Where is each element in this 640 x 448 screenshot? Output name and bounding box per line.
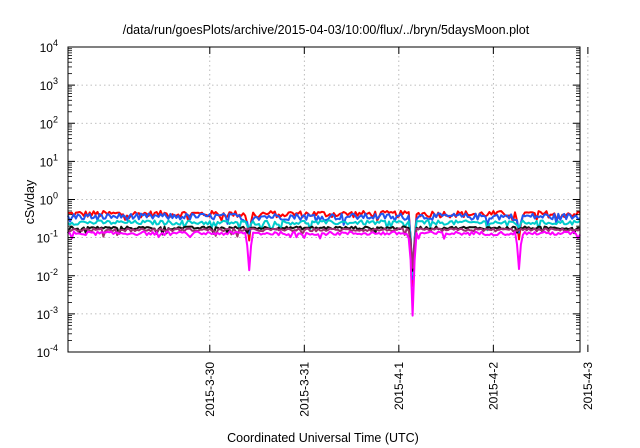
y-tick-exponent: -2 xyxy=(50,267,58,277)
y-tick-base: 10 xyxy=(37,270,51,284)
y-tick-label: 10-3 xyxy=(37,305,58,322)
y-tick-exponent: -3 xyxy=(50,305,58,315)
grid xyxy=(68,47,589,352)
y-tick-exponent: 3 xyxy=(53,76,58,86)
series-layer xyxy=(67,209,581,317)
y-tick-base: 10 xyxy=(40,79,54,93)
y-axis-label: cSv/day xyxy=(23,179,37,224)
series-line xyxy=(67,230,581,317)
y-tick-exponent: 4 xyxy=(53,38,58,48)
y-tick-label: 10-2 xyxy=(37,267,58,284)
ticks xyxy=(68,46,589,353)
y-tick-base: 10 xyxy=(40,155,54,169)
y-tick-label: 101 xyxy=(40,152,58,169)
x-tick-labels: 2015-3-30 2015-3-31 2015-4-1 2015-4-2 2015-4… xyxy=(203,362,595,417)
y-tick-exponent: 2 xyxy=(53,114,58,124)
y-tick-base: 10 xyxy=(40,117,54,131)
x-tick-label: 2015-3-30 xyxy=(203,362,217,417)
x-axis-label: Coordinated Universal Time (UTC) xyxy=(227,431,419,445)
y-tick-base: 10 xyxy=(37,232,51,246)
y-tick-base: 10 xyxy=(37,346,51,360)
y-tick-label: 10-1 xyxy=(37,229,58,246)
x-tick-label: 2015-4-1 xyxy=(392,362,406,410)
x-tick-label: 2015-4-2 xyxy=(486,362,500,410)
x-tick-label: 2015-4-3 xyxy=(581,362,595,410)
y-tick-exponent: -1 xyxy=(50,229,58,239)
y-tick-base: 10 xyxy=(37,308,51,322)
y-tick-label: 104 xyxy=(40,38,58,55)
y-tick-label: 103 xyxy=(40,76,58,93)
x-tick-label: 2015-3-31 xyxy=(297,362,311,417)
y-tick-exponent: 0 xyxy=(53,191,58,201)
y-tick-base: 10 xyxy=(40,194,54,208)
y-tick-label: 102 xyxy=(40,114,58,131)
y-tick-label: 10-4 xyxy=(37,343,58,360)
y-tick-exponent: 1 xyxy=(53,152,58,162)
series-line xyxy=(67,219,581,276)
series-line xyxy=(67,227,581,269)
chart-title: /data/run/goesPlots/archive/2015-04-03/1… xyxy=(123,23,530,37)
y-tick-base: 10 xyxy=(40,41,54,55)
y-tick-exponent: -4 xyxy=(50,343,58,353)
y-tick-label: 100 xyxy=(40,191,58,208)
